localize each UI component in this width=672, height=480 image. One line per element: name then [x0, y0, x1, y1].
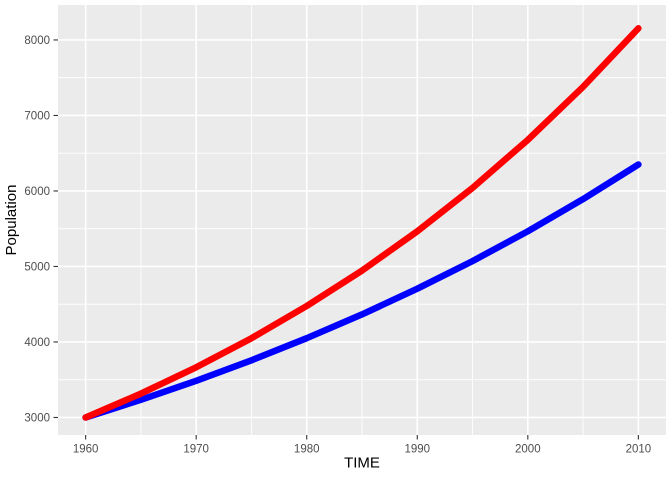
y-tick-label: 6000	[24, 186, 50, 198]
x-tick-label: 2010	[626, 444, 652, 456]
minor-gridlines	[58, 5, 666, 435]
x-tick-label: 1990	[404, 444, 430, 456]
y-tick-label: 8000	[24, 35, 50, 47]
y-tick-label: 4000	[24, 337, 50, 349]
y-axis-title: Population	[3, 185, 20, 256]
blue-curve-line	[82, 161, 642, 421]
x-tick-label: 1960	[73, 444, 99, 456]
y-tick-label: 5000	[24, 261, 50, 273]
x-tick-label: 1980	[294, 444, 320, 456]
red-curve-line	[82, 25, 642, 421]
x-tick-label: 1970	[183, 444, 209, 456]
y-tick-label: 7000	[24, 110, 50, 122]
y-tick-label: 3000	[24, 412, 50, 424]
axis-tick-marks	[53, 39, 639, 440]
x-axis-title: TIME	[344, 455, 380, 472]
major-gridlines	[58, 5, 666, 435]
x-tick-label: 2000	[515, 444, 541, 456]
